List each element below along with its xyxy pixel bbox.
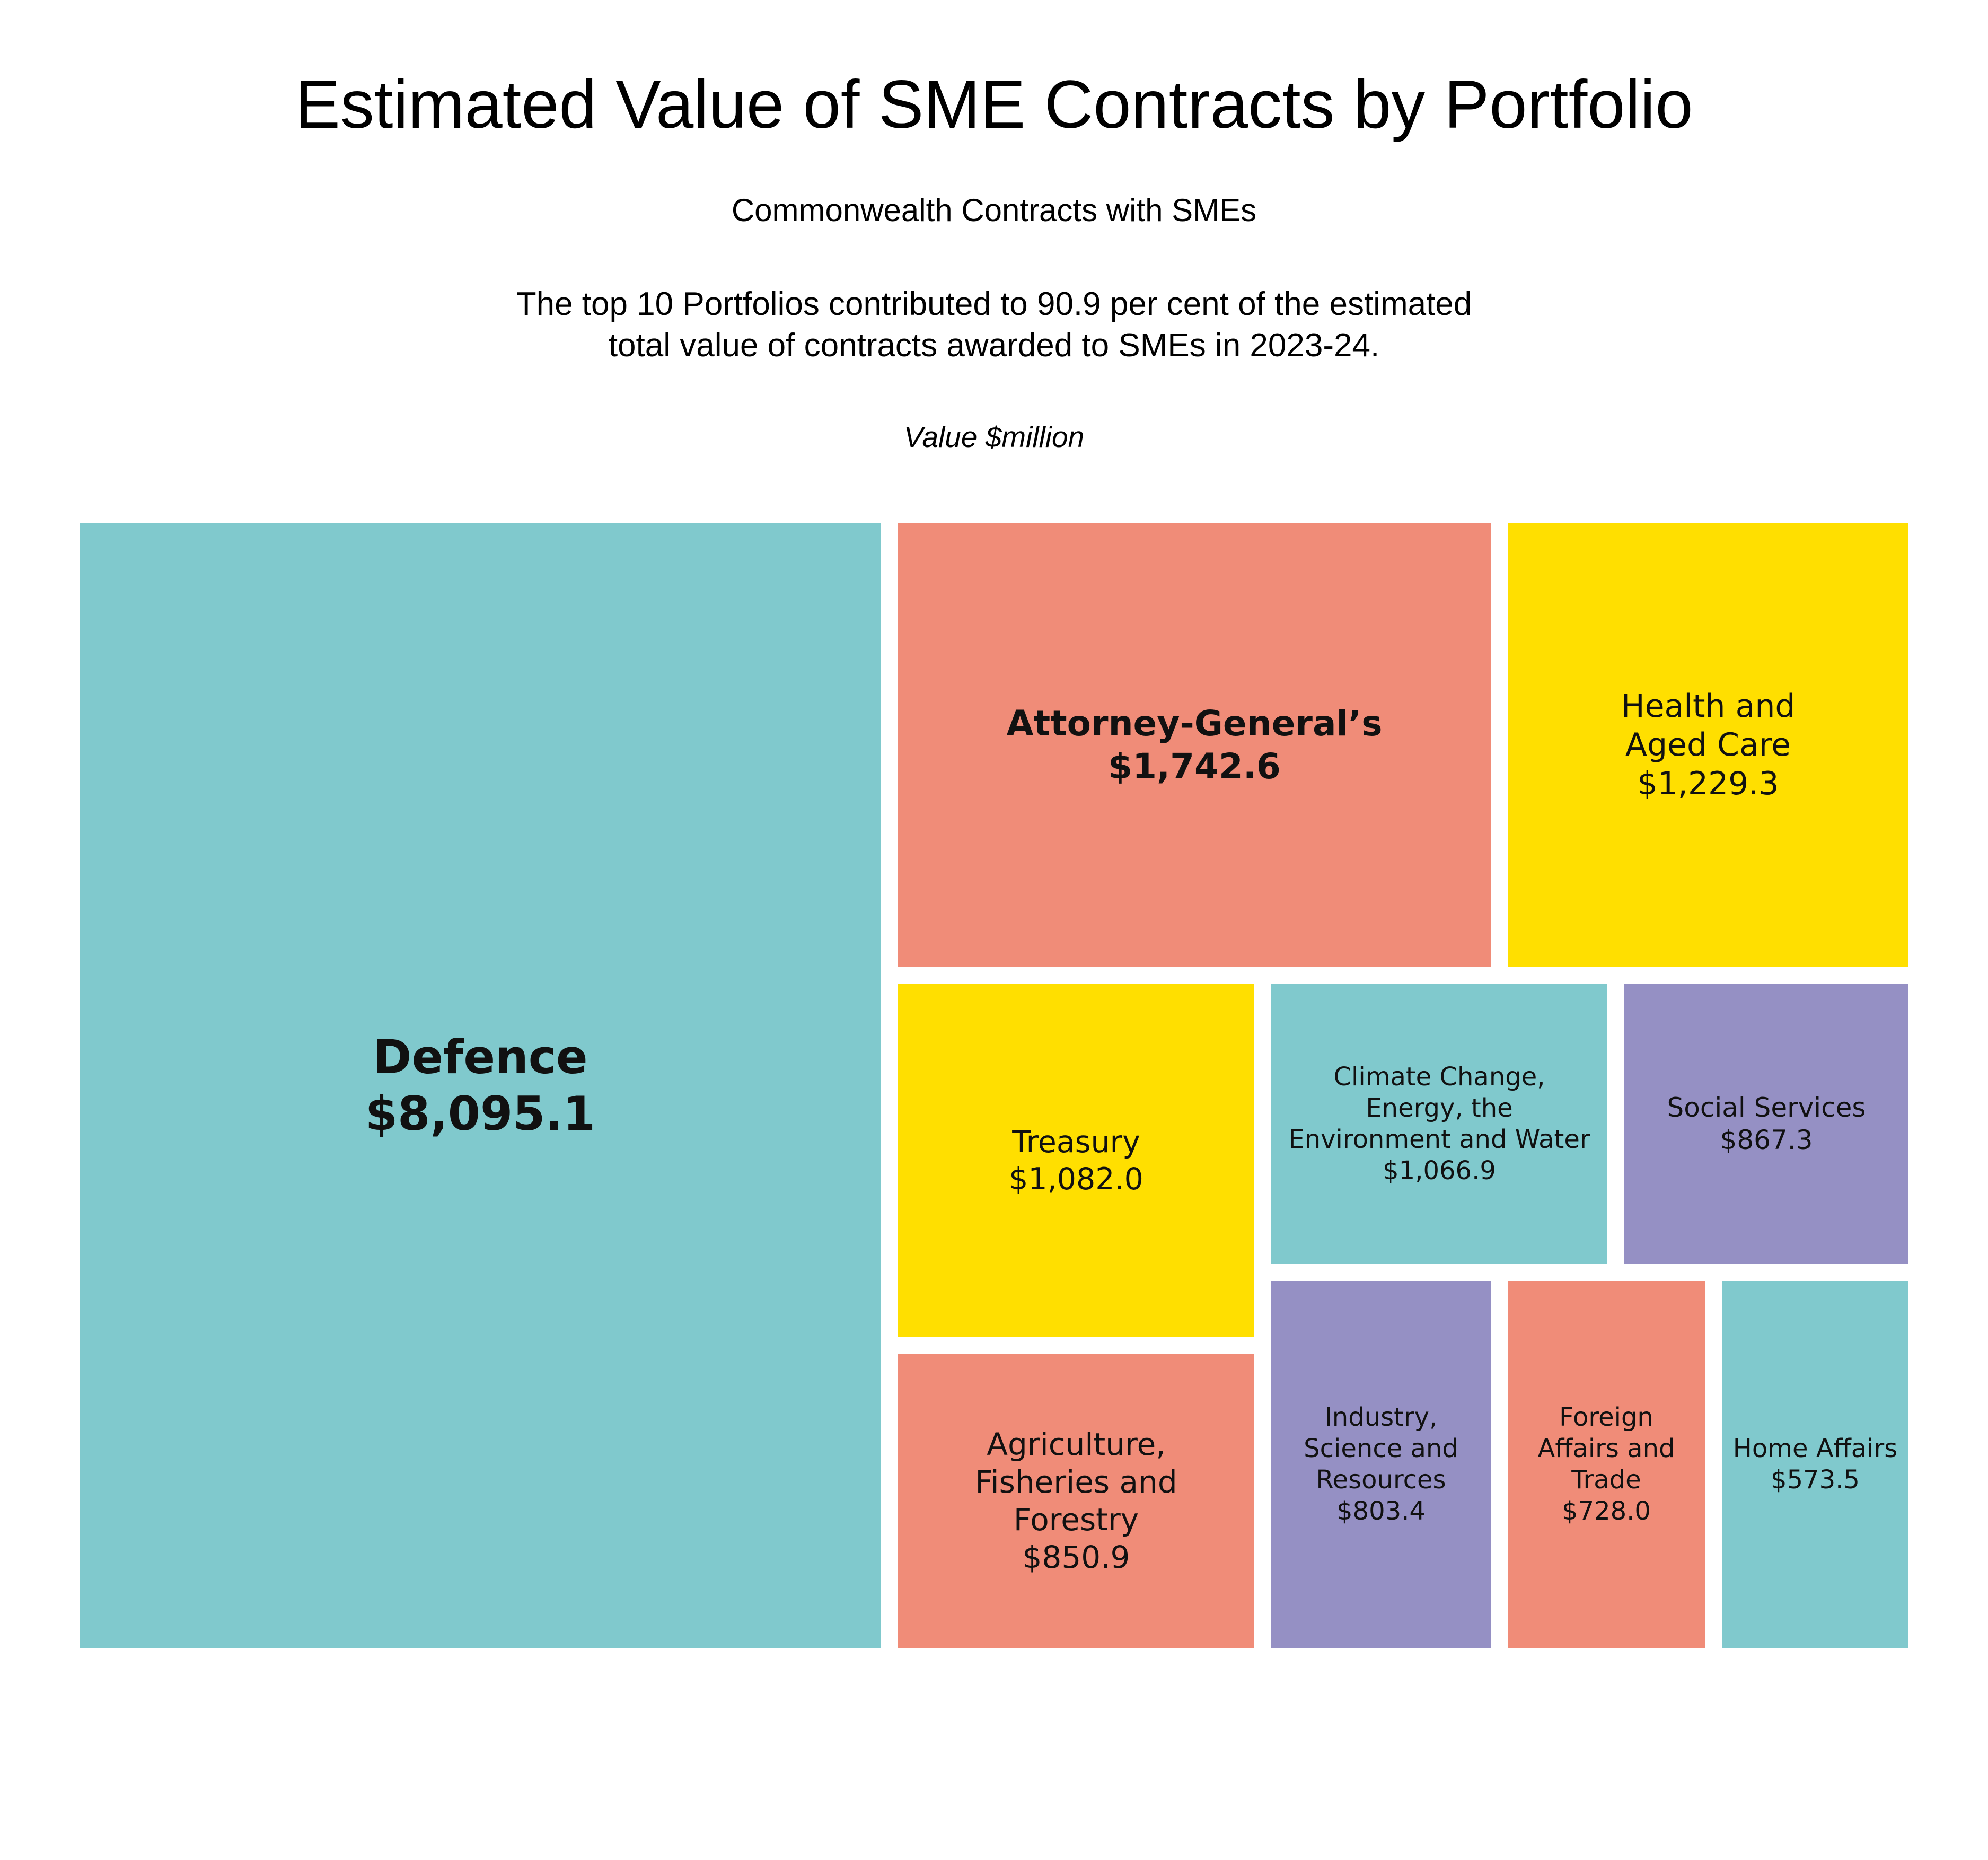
tile-value-label: $1,742.6 [1108, 746, 1281, 787]
treemap-tile [1722, 1281, 1908, 1648]
chart-note-line-1: The top 10 Portfolios contributed to 90.… [516, 286, 1472, 322]
treemap-tile [898, 523, 1491, 967]
treemap-tile-label: Climate Change, Energy, the Environment an… [1271, 984, 1607, 1264]
tile-value-label: $728.0 [1562, 1496, 1651, 1526]
tile-value-label: $867.3 [1720, 1125, 1813, 1155]
unit-label: Value $million [903, 420, 1085, 453]
tile-name-line: Home Affairs [1732, 1434, 1898, 1463]
tile-name-line: Environment and Water [1288, 1125, 1590, 1154]
treemap-tile [898, 984, 1254, 1337]
tile-value-label: $1,066.9 [1383, 1156, 1496, 1186]
tile-name-line: Affairs and [1537, 1434, 1675, 1463]
tile-name-line: Treasury [1012, 1125, 1140, 1160]
chart-title: Estimated Value of SME Contracts by Port… [295, 67, 1693, 143]
tile-name-line: Foreign [1559, 1402, 1653, 1432]
treemap-tile [1624, 984, 1908, 1264]
treemap-tile-label: Foreign Affairs and Trade $728.0 [1508, 1281, 1705, 1648]
tile-name-line: Industry, [1324, 1402, 1438, 1432]
treemap-tile [80, 523, 881, 1648]
tile-name-line: Defence [373, 1030, 588, 1084]
treemap-tile [1508, 523, 1908, 967]
chart-note-line-2: total value of contracts awarded to SMEs… [608, 327, 1380, 364]
tile-name-line: Resources [1316, 1465, 1446, 1495]
tile-name-line: Social Services [1667, 1092, 1866, 1123]
tile-value-label: $1,229.3 [1637, 765, 1779, 802]
treemap-tile-label: Attorney-General’s $1,742.6 [898, 523, 1491, 967]
tile-name-line: Attorney-General’s [1006, 703, 1383, 744]
treemap-tile [1271, 1281, 1491, 1648]
treemap-tile [1271, 984, 1607, 1264]
treemap-tile [1508, 1281, 1705, 1648]
tile-value-label: $1,082.0 [1009, 1162, 1143, 1197]
tile-value-label: $803.4 [1336, 1496, 1426, 1526]
treemap-tile-label: Health and Aged Care $1,229.3 [1508, 523, 1908, 967]
tile-name-line: Trade [1571, 1465, 1641, 1495]
treemap-tile-label: Defence $8,095.1 [80, 523, 881, 1648]
tile-name-line: Aged Care [1625, 726, 1791, 764]
tile-name-line: Health and [1621, 687, 1796, 725]
tile-value-label: $850.9 [1022, 1539, 1130, 1575]
treemap-tile-label: Industry, Science and Resources $803.4 [1271, 1281, 1491, 1648]
treemap-tile-label: Social Services $867.3 [1624, 984, 1908, 1264]
chart-subtitle: Commonwealth Contracts with SMEs [731, 192, 1257, 228]
tile-name-line: Climate Change, [1333, 1062, 1545, 1092]
tile-value-label: $8,095.1 [365, 1086, 596, 1141]
chart-note: The top 10 Portfolios contributed to 90.… [0, 284, 1988, 366]
tile-name-line: Energy, the [1366, 1093, 1513, 1123]
tile-name-line: Agriculture, [987, 1426, 1166, 1462]
tile-value-label: $573.5 [1771, 1465, 1860, 1495]
tile-name-line: Forestry [1013, 1502, 1139, 1538]
tile-name-line: Science and [1304, 1434, 1458, 1463]
treemap-tile-label: Home Affairs $573.5 [1722, 1281, 1908, 1648]
treemap-tile-label: Agriculture, Fisheries and Forestry $850.9 [898, 1354, 1254, 1648]
treemap-tile [898, 1354, 1254, 1648]
treemap-tile-label: Treasury $1,082.0 [898, 984, 1254, 1337]
tile-name-line: Fisheries and [975, 1464, 1177, 1500]
